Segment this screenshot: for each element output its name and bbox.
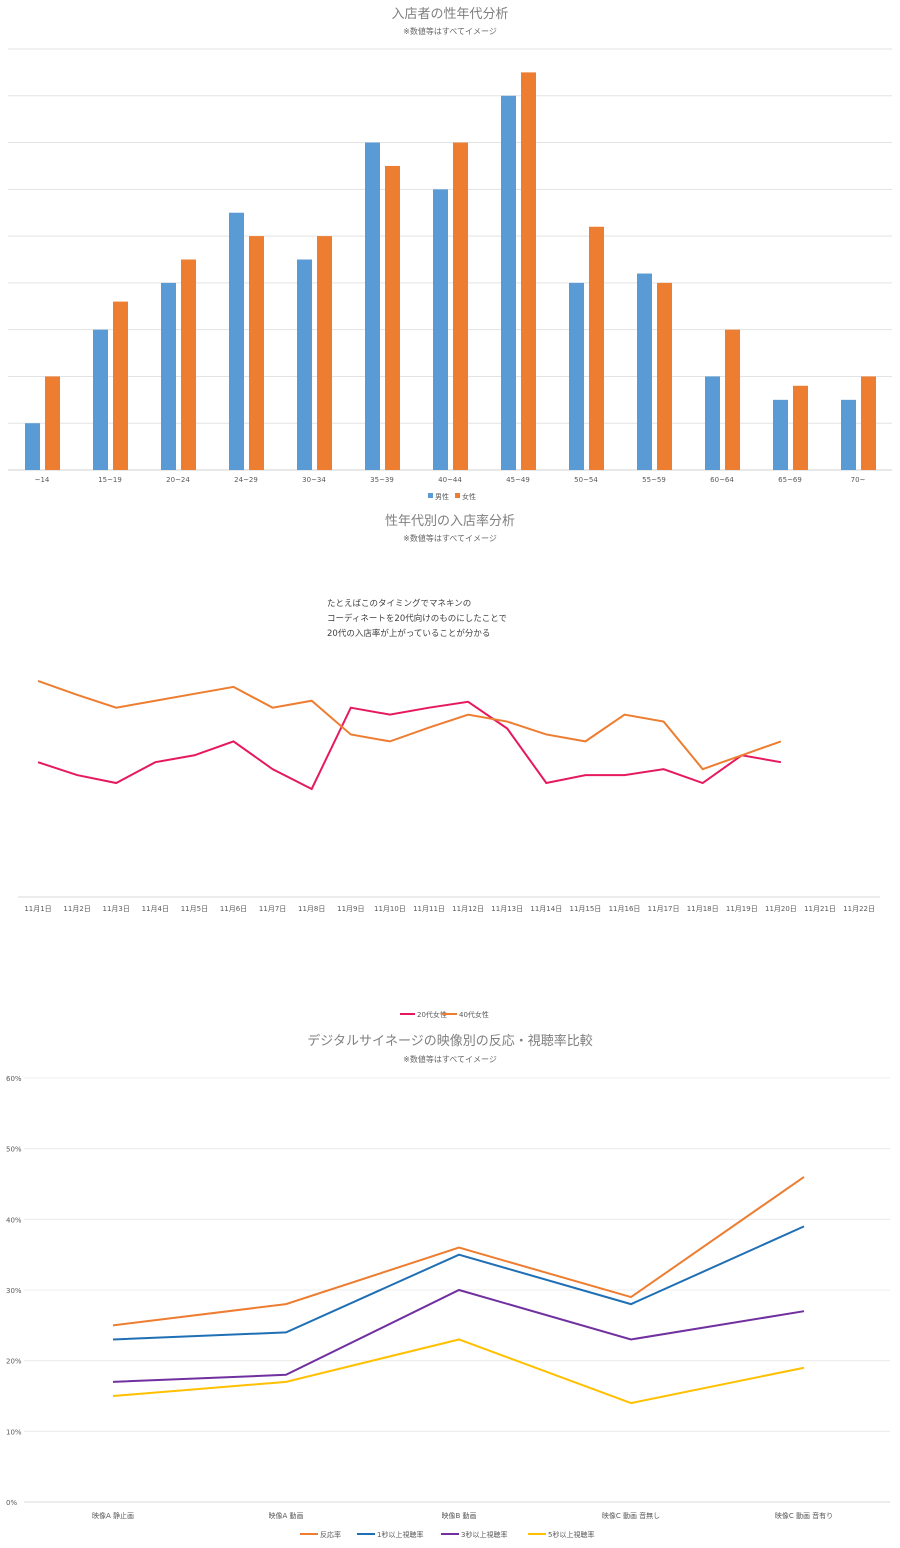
legend-label: 40代女性: [459, 1010, 489, 1019]
bar-男性: [569, 282, 584, 470]
x-tick-label: ~14: [35, 476, 50, 484]
line-3秒以上視聴率: [112, 1288, 805, 1383]
chart-subtitle: ※数値等はすべてイメージ: [403, 533, 497, 543]
line-5秒以上視聴率: [112, 1338, 805, 1405]
legend-swatch: [455, 493, 460, 498]
legend-label: 20代女性: [417, 1010, 447, 1019]
bar-男性: [161, 282, 176, 470]
y-tick-label: 60%: [6, 1075, 22, 1083]
bar-女性: [725, 329, 740, 470]
x-tick-label: 45~49: [506, 476, 530, 484]
bar-男性: [433, 189, 448, 471]
x-tick-label: 11月7日: [259, 905, 286, 913]
chart-title: 入店者の性年代分析: [391, 7, 508, 22]
x-tick-label: 11月16日: [609, 905, 641, 913]
x-tick-label: 11月15日: [569, 905, 601, 913]
x-tick-label: 11月6日: [220, 905, 247, 913]
x-tick-label: 映像C 動画 音有り: [775, 1511, 833, 1520]
x-tick-label: 11月9日: [337, 905, 364, 913]
x-tick-label: 50~54: [574, 476, 598, 484]
bar-女性: [657, 282, 672, 470]
y-tick-label: 30%: [6, 1287, 22, 1295]
x-tick-label: 40~44: [438, 476, 462, 484]
y-tick-label: 10%: [6, 1428, 22, 1436]
x-tick-label: 11月10日: [374, 905, 406, 913]
annotation-text: 20代の入店率が上がっていることが分かる: [327, 628, 490, 639]
bar-男性: [841, 399, 856, 470]
legend-label: 5秒以上視聴率: [548, 1530, 594, 1539]
chart-subtitle: ※数値等はすべてイメージ: [403, 26, 497, 36]
x-tick-label: 60~64: [710, 476, 734, 484]
x-tick-label: 11月3日: [103, 905, 130, 913]
annotation-text: たとえばこのタイミングでマネキンの: [327, 598, 471, 609]
y-tick-label: 40%: [6, 1216, 22, 1224]
y-tick-label: 20%: [6, 1358, 22, 1366]
bar-男性: [773, 399, 788, 470]
y-tick-label: 0%: [6, 1499, 17, 1507]
bar-女性: [385, 165, 400, 470]
bar-男性: [229, 212, 244, 470]
y-tick-label: 50%: [6, 1146, 22, 1154]
legend-label: 1秒以上視聴率: [377, 1530, 423, 1539]
bar-男性: [705, 376, 720, 470]
line-40代女性: [37, 679, 782, 771]
x-tick-label: 11月8日: [298, 905, 325, 913]
bar-男性: [93, 329, 108, 470]
bar-男性: [365, 142, 380, 471]
legend-swatch: [428, 493, 433, 498]
bar-女性: [453, 142, 468, 471]
bar-女性: [521, 72, 536, 470]
legend-label: 男性: [435, 492, 449, 501]
x-tick-label: 55~59: [642, 476, 666, 484]
annotation-text: コーディネートを20代向けのものにしたことで: [327, 613, 507, 624]
bar-女性: [181, 259, 196, 470]
bar-男性: [501, 95, 516, 471]
line-20代女性: [37, 700, 782, 791]
chart-title: デジタルサイネージの映像別の反応・視聴率比較: [307, 1033, 592, 1049]
x-tick-label: 映像B 動画: [441, 1511, 476, 1520]
x-tick-label: 11月17日: [648, 905, 680, 913]
x-tick-label: 70~: [851, 476, 866, 484]
x-tick-label: 65~69: [778, 476, 802, 484]
x-tick-label: 映像A 動画: [268, 1511, 303, 1520]
x-tick-label: 11月19日: [726, 905, 758, 913]
bar-男性: [25, 423, 40, 470]
x-tick-label: 20~24: [166, 476, 190, 484]
x-tick-label: 11月13日: [491, 905, 523, 913]
x-tick-label: 11月11日: [413, 905, 445, 913]
chart-subtitle: ※数値等はすべてイメージ: [403, 1054, 497, 1064]
legend-label: 3秒以上視聴率: [461, 1530, 507, 1539]
line-反応率: [112, 1176, 805, 1327]
bar-女性: [589, 226, 604, 470]
x-tick-label: 11月1日: [24, 905, 51, 913]
x-tick-label: 11月21日: [804, 905, 836, 913]
x-tick-label: 11月2日: [63, 905, 90, 913]
chart-title: 性年代別の入店率分析: [385, 513, 515, 529]
x-tick-label: 映像C 動画 音無し: [602, 1511, 660, 1520]
bar-男性: [637, 273, 652, 470]
bar-男性: [297, 259, 312, 470]
x-tick-label: 映像A 静止画: [92, 1511, 134, 1520]
x-tick-label: 11月5日: [181, 905, 208, 913]
bar-女性: [793, 385, 808, 470]
bar-女性: [861, 376, 876, 470]
bar-女性: [113, 301, 128, 470]
x-tick-label: 11月20日: [765, 905, 797, 913]
x-tick-label: 15~19: [98, 476, 122, 484]
bar-女性: [45, 376, 60, 470]
x-tick-label: 11月4日: [142, 905, 169, 913]
x-tick-label: 11月18日: [687, 905, 719, 913]
x-tick-label: 35~39: [370, 476, 394, 484]
x-tick-label: 11月14日: [530, 905, 562, 913]
legend-label: 反応率: [320, 1530, 341, 1539]
x-tick-label: 11月12日: [452, 905, 484, 913]
line-1秒以上視聴率: [112, 1225, 805, 1341]
legend-label: 女性: [462, 492, 476, 501]
bar-女性: [249, 236, 264, 470]
bar-女性: [317, 236, 332, 470]
x-tick-label: 30~34: [302, 476, 326, 484]
x-tick-label: 11月22日: [843, 905, 875, 913]
x-tick-label: 24~29: [234, 476, 258, 484]
